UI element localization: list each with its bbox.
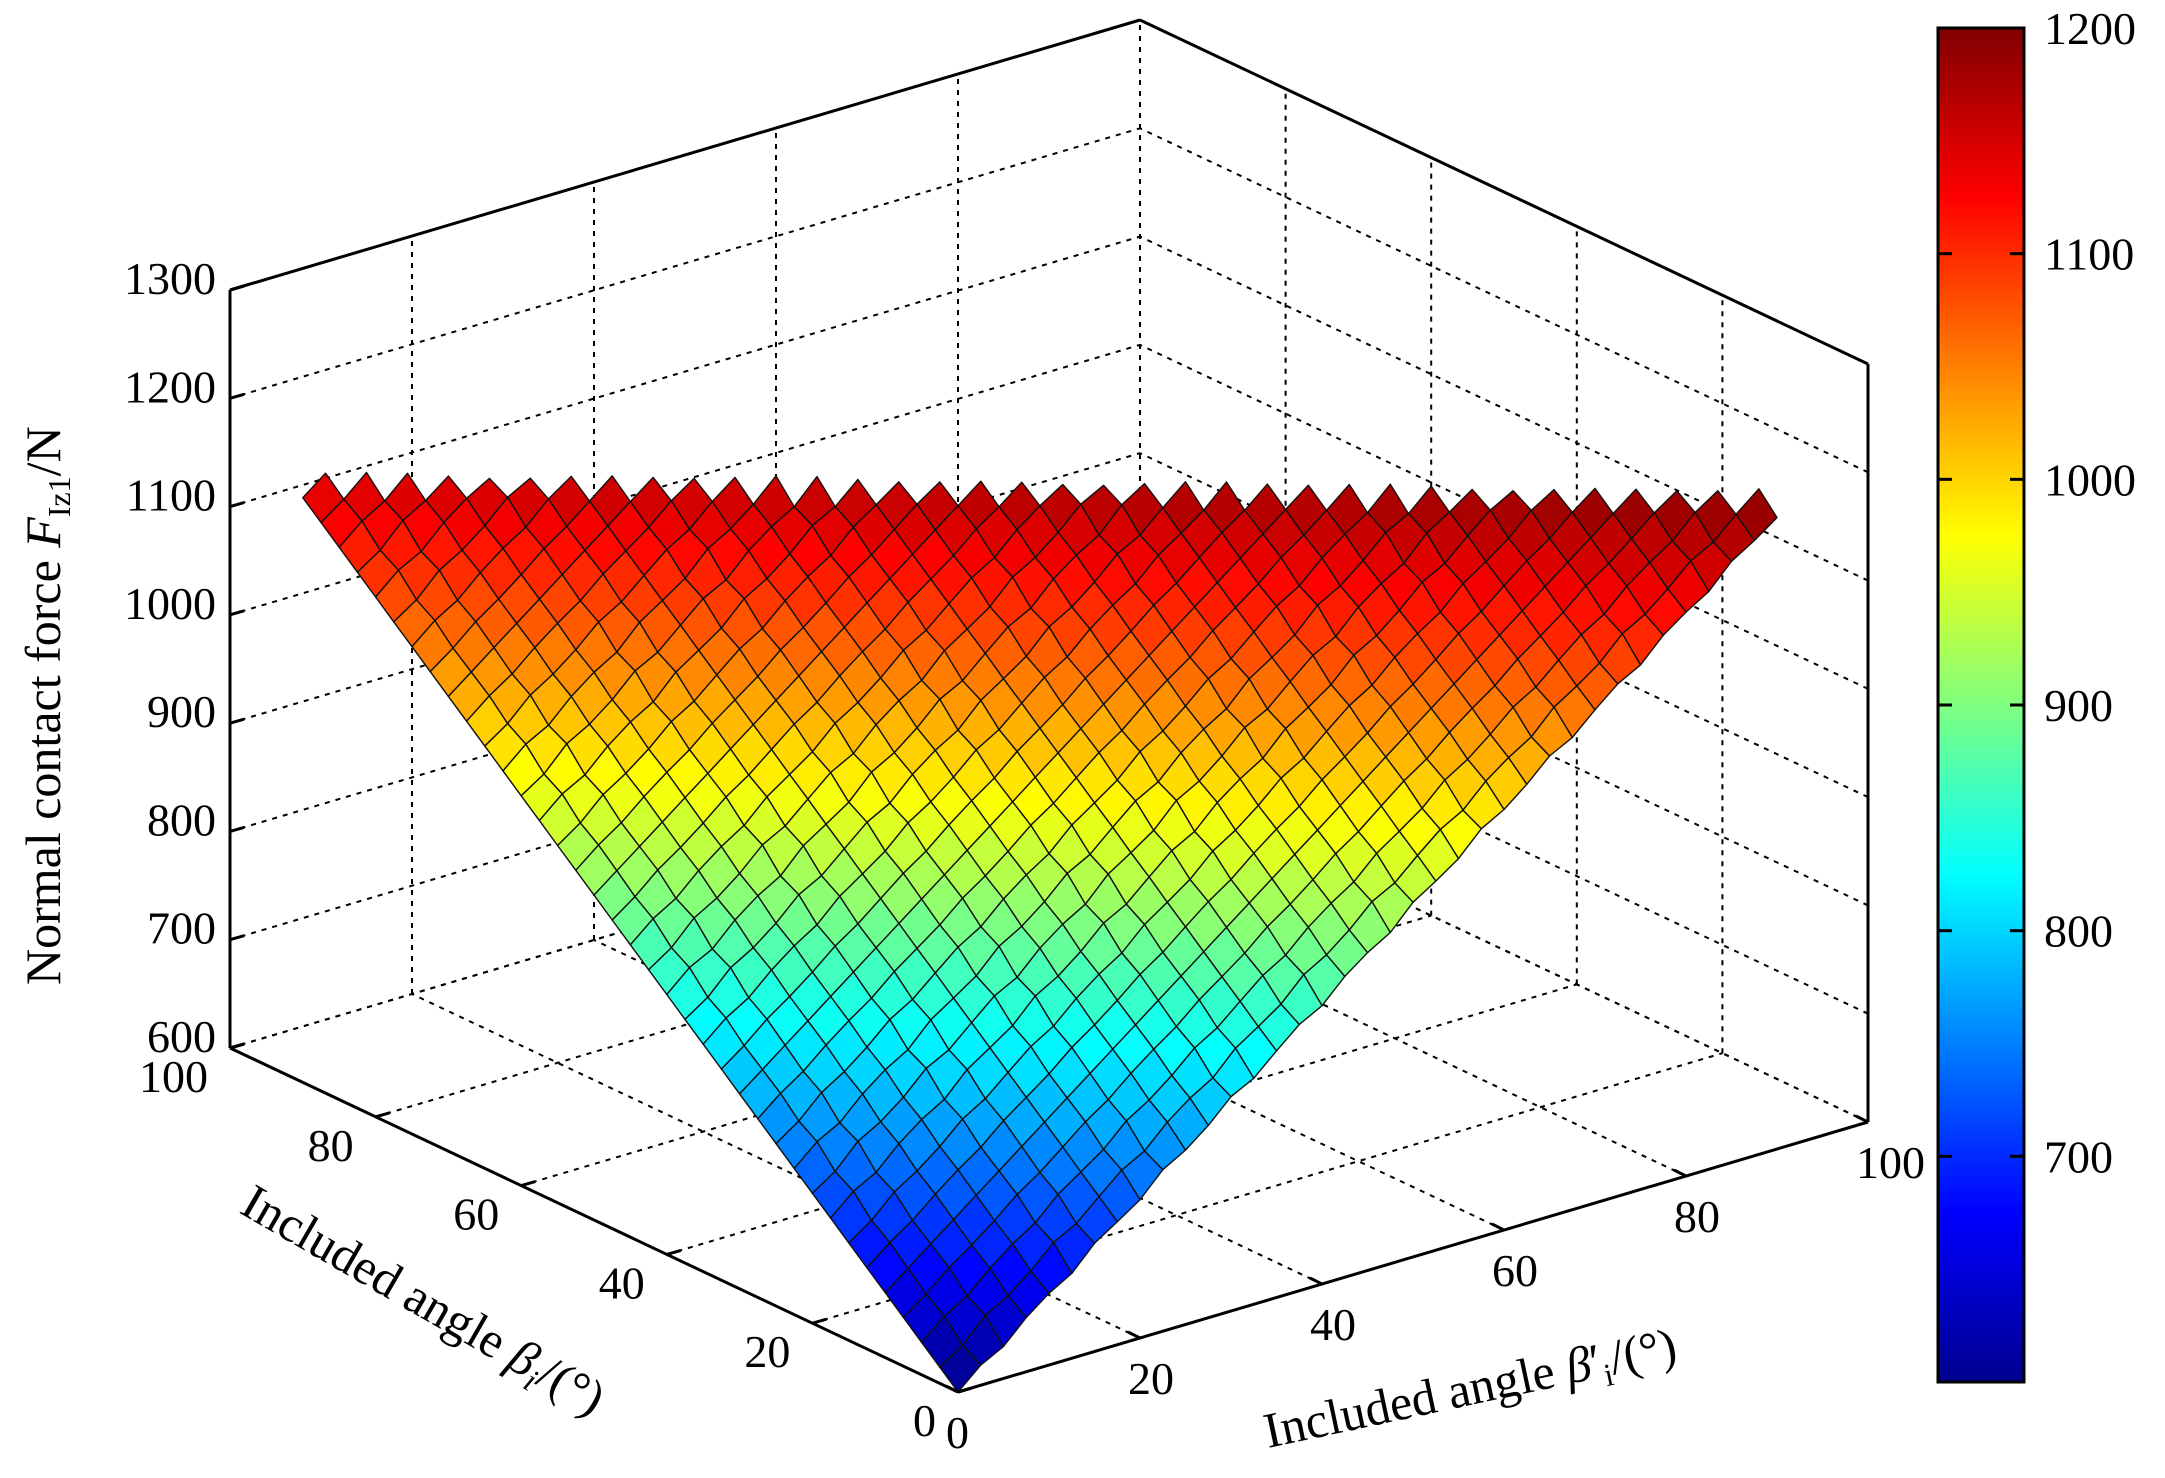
colorbar-gradient bbox=[1936, 26, 2026, 1384]
z-tick-mark bbox=[229, 825, 245, 833]
colorbar-tick-label: 800 bbox=[2044, 906, 2113, 957]
z-axis-label: Normal contact force FIz1/N bbox=[15, 426, 77, 985]
colorbar-tick-label: 1200 bbox=[2044, 3, 2136, 54]
x-tick-label: 80 bbox=[1674, 1191, 1720, 1242]
x-tick-mark bbox=[1855, 1114, 1869, 1124]
box-edge bbox=[1139, 18, 1869, 366]
colorbar-ticks: 700 800 900 1000 1100 1200 bbox=[1938, 3, 2136, 1182]
x-tick-mark bbox=[1127, 1330, 1141, 1340]
z-tick-label: 1000 bbox=[124, 578, 216, 629]
x-tick-label: 100 bbox=[1856, 1137, 1925, 1188]
colorbar-tick-label: 1100 bbox=[2044, 229, 2134, 280]
floor-grid-line bbox=[957, 831, 1687, 1177]
x-tick-label: 20 bbox=[1128, 1353, 1174, 1404]
wall-grid-line bbox=[229, 127, 1141, 400]
x-tick-mark bbox=[1673, 1168, 1687, 1178]
x-tick-mark bbox=[1491, 1222, 1505, 1232]
y-tick-mark bbox=[957, 1386, 973, 1394]
z-tick-mark bbox=[229, 284, 245, 292]
z-tick-label: 1100 bbox=[126, 470, 216, 521]
z-tick-label: 600 bbox=[147, 1011, 216, 1062]
axes-front-edges bbox=[228, 18, 1870, 1394]
z-tick-label: 800 bbox=[147, 794, 216, 845]
surface-mesh bbox=[302, 471, 1778, 1393]
z-tick-label: 900 bbox=[147, 686, 216, 737]
x-tick-label: 0 bbox=[946, 1407, 969, 1458]
colorbar-tick-label: 900 bbox=[2044, 680, 2113, 731]
z-tick-label: 1200 bbox=[124, 361, 216, 412]
floor-grid-line bbox=[775, 885, 1505, 1231]
x-tick-label: 60 bbox=[1492, 1245, 1538, 1296]
z-tick-mark bbox=[229, 934, 245, 942]
wall-grid-line bbox=[1139, 452, 1869, 799]
x-tick-label: 40 bbox=[1310, 1299, 1356, 1350]
wall-grid-line bbox=[1139, 668, 1869, 1015]
colorbar-tick-label: 700 bbox=[2044, 1131, 2113, 1182]
y-tick-mark bbox=[520, 1180, 536, 1188]
z-tick-label: 700 bbox=[147, 903, 216, 954]
surface-cell bbox=[939, 1344, 982, 1393]
y-axis-label: Included angle βi/(°) bbox=[230, 1173, 615, 1431]
y-tick-label: 0 bbox=[913, 1395, 936, 1446]
box-edge bbox=[957, 1120, 1869, 1394]
colorbar-tick-label: 1000 bbox=[2044, 454, 2136, 505]
y-tick-label: 20 bbox=[744, 1326, 790, 1377]
y-tick-label: 80 bbox=[308, 1120, 354, 1171]
z-tick-label: 1300 bbox=[124, 253, 216, 304]
x-tick-mark bbox=[945, 1384, 959, 1394]
z-tick-mark bbox=[229, 501, 245, 509]
y-tick-mark bbox=[229, 1042, 245, 1050]
wall-grid-line bbox=[229, 235, 1141, 508]
floor-grid-line bbox=[593, 939, 1323, 1285]
z-tick-mark bbox=[229, 609, 245, 617]
x-tick-mark bbox=[1309, 1276, 1323, 1286]
wall-grid-line bbox=[1139, 560, 1869, 907]
y-tick-mark bbox=[375, 1111, 391, 1119]
colorbar: 700 800 900 1000 1100 1200 bbox=[1936, 3, 2136, 1384]
wall-grid-line bbox=[1139, 777, 1869, 1123]
wall-grid-line bbox=[1139, 127, 1869, 474]
y-tick-label: 60 bbox=[453, 1189, 499, 1240]
box-edge bbox=[229, 18, 1141, 292]
box-edge bbox=[229, 1046, 959, 1394]
z-tick-mark bbox=[229, 717, 245, 725]
y-tick-mark bbox=[811, 1317, 827, 1325]
axis-ticks: 6007008009001000110012001300020406080100… bbox=[124, 253, 1925, 1458]
y-tick-label: 100 bbox=[139, 1051, 208, 1102]
wall-grid-line bbox=[1139, 343, 1869, 690]
y-tick-mark bbox=[666, 1248, 682, 1256]
z-tick-mark bbox=[229, 392, 245, 400]
y-tick-label: 40 bbox=[599, 1257, 645, 1308]
